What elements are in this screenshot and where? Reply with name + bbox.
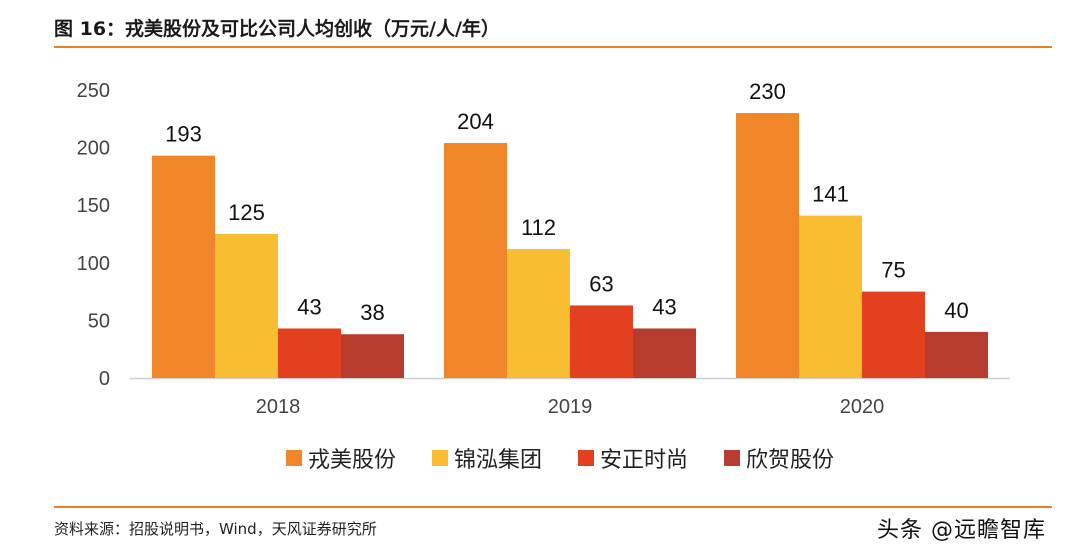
y-tick-label: 250: [77, 80, 110, 102]
bar-group-2020: 230 141 75 40: [736, 79, 988, 378]
x-tick-label: 2018: [256, 396, 301, 418]
bar-group-2018: 193 125 43 38: [152, 122, 404, 378]
top-divider: [54, 46, 1052, 48]
bar: [152, 155, 215, 378]
bar-value-label: 75: [881, 258, 905, 283]
bar-value-label: 204: [457, 109, 494, 134]
bar-value-label: 43: [652, 294, 676, 319]
y-tick-label: 100: [77, 253, 110, 275]
bar: [507, 248, 570, 378]
bar: [215, 234, 278, 378]
bar: [799, 215, 862, 378]
bar-group-2019: 204 112 63 43: [444, 109, 696, 378]
y-axis: 0 50 100 150 200 250: [77, 80, 110, 390]
bar: [341, 334, 404, 378]
y-tick-label: 50: [88, 310, 110, 332]
y-tick-label: 200: [77, 138, 110, 160]
bar: [444, 142, 507, 378]
bar: [736, 113, 799, 378]
bar: [925, 331, 988, 378]
bar-value-label: 230: [749, 79, 786, 104]
bar-value-label: 141: [812, 182, 849, 207]
bar: [633, 328, 696, 378]
bottom-divider: [54, 506, 1052, 508]
bar-value-label: 43: [297, 294, 321, 319]
bar-value-label: 125: [228, 200, 265, 225]
legend-swatch: [724, 450, 740, 466]
legend-swatch: [578, 450, 594, 466]
bar-value-label: 38: [360, 300, 384, 325]
bar-groups: 193 125 43 38 204 112 63 43 230 141 75 40: [152, 79, 988, 378]
x-axis-ticks: 2018 2019 2020: [256, 396, 885, 418]
bar: [862, 291, 925, 378]
legend-label: 锦泓集团: [454, 448, 542, 473]
bar-value-label: 112: [521, 215, 556, 240]
y-tick-label: 0: [99, 368, 110, 390]
x-tick-label: 2019: [548, 396, 593, 418]
legend-swatch: [432, 450, 448, 466]
legend-item: 戎美股份: [286, 448, 396, 473]
y-tick-label: 150: [77, 195, 110, 217]
legend-label: 欣贺股份: [746, 448, 834, 473]
bar-value-label: 193: [165, 122, 202, 147]
legend-label: 戎美股份: [308, 448, 396, 473]
bar-value-label: 63: [589, 271, 613, 296]
source-note: 资料来源：招股说明书，Wind，天风证券研究所: [54, 520, 377, 538]
legend: 戎美股份 锦泓集团 安正时尚 欣贺股份: [286, 448, 834, 473]
legend-swatch: [286, 450, 302, 466]
legend-item: 锦泓集团: [432, 448, 542, 473]
legend-item: 欣贺股份: [724, 448, 834, 473]
bar-value-label: 40: [944, 298, 968, 323]
legend-item: 安正时尚: [578, 448, 688, 473]
figure-title: 图 16：戎美股份及可比公司人均创收（万元/人/年）: [54, 18, 500, 40]
bar: [570, 305, 633, 378]
bar: [278, 328, 341, 378]
watermark: 头条 @远瞻智库: [877, 518, 1046, 543]
x-tick-label: 2020: [840, 396, 885, 418]
legend-label: 安正时尚: [600, 448, 688, 473]
